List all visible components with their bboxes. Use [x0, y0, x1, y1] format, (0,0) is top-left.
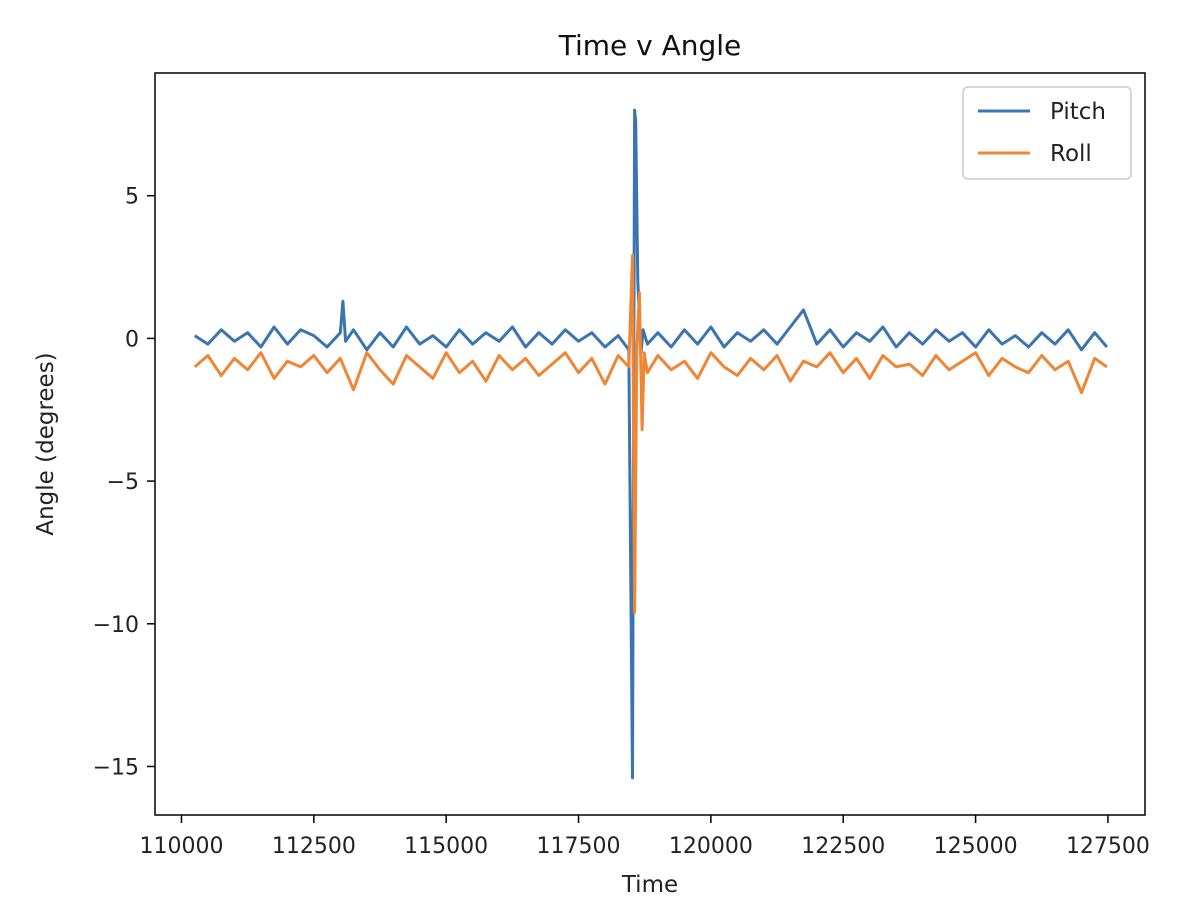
x-tick-label: 117500 — [537, 834, 621, 859]
legend-label-pitch: Pitch — [1050, 99, 1106, 125]
series-line-pitch — [193, 108, 1109, 780]
series-layer — [193, 108, 1109, 780]
x-tick-label: 115000 — [404, 834, 488, 859]
series-line-roll — [193, 254, 1108, 614]
y-tick-label: −5 — [107, 470, 139, 495]
y-tick-label: 0 — [125, 327, 139, 352]
y-tick-label: 5 — [125, 185, 139, 210]
x-tick-label: 110000 — [139, 834, 223, 859]
chart-title: Time v Angle — [558, 29, 742, 62]
x-tick-label: 120000 — [669, 834, 753, 859]
y-tick-label: −10 — [93, 613, 139, 638]
y-axis: 5 0 −5 −10 −15 — [93, 185, 155, 780]
y-axis-title: Angle (degrees) — [33, 352, 59, 535]
legend-label-roll: Roll — [1050, 141, 1092, 167]
x-tick-label: 112500 — [272, 834, 356, 859]
plot-frame — [154, 72, 1146, 816]
y-tick-label: −15 — [93, 755, 139, 780]
legend: Pitch Roll — [962, 86, 1132, 180]
x-axis: 110000 112500 115000 117500 120000 122500 1250… — [139, 815, 1150, 859]
x-tick-label: 125000 — [934, 834, 1018, 859]
x-axis-title: Time — [621, 872, 678, 898]
x-tick-label: 122500 — [801, 834, 885, 859]
x-tick-label: 127500 — [1066, 834, 1150, 859]
